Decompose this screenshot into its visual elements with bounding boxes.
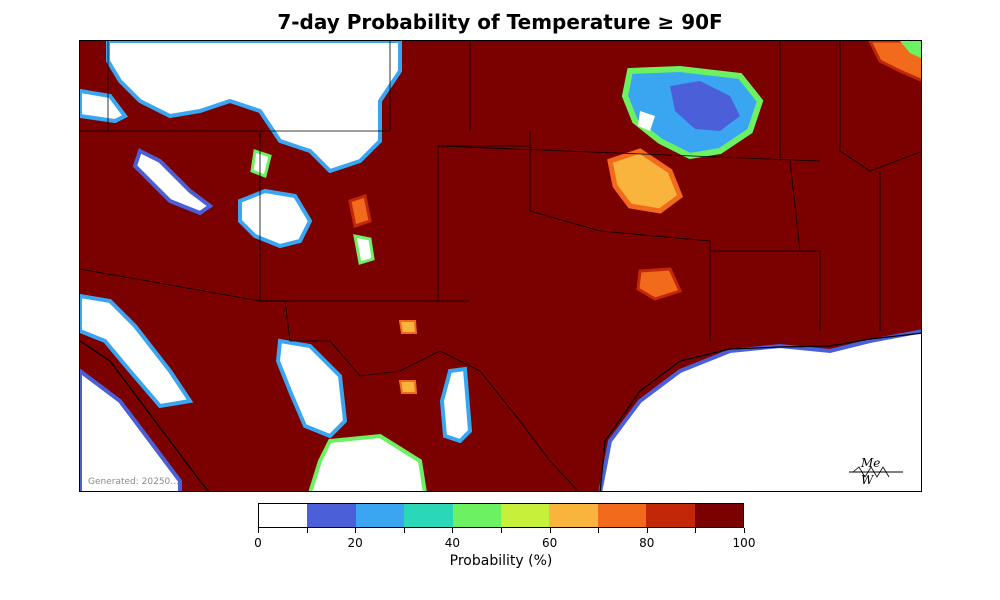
colorbar-segment-0 bbox=[259, 504, 308, 527]
generated-label: Generated: 20250… bbox=[88, 477, 180, 487]
colorbar-tick bbox=[452, 528, 454, 533]
colorbar-segment-8 bbox=[646, 504, 695, 527]
colorbar-tick bbox=[646, 528, 648, 533]
colorbar-ticks: 0 20 40 60 80 100 bbox=[254, 528, 755, 550]
mesowest-logo-icon: Me W bbox=[847, 453, 907, 487]
colorbar-segment-3 bbox=[404, 504, 453, 527]
colorbar-tick bbox=[695, 528, 697, 533]
colorbar-segment-2 bbox=[355, 504, 405, 527]
probability-colorbar bbox=[258, 503, 744, 528]
low-probability-areas bbox=[80, 41, 921, 491]
colorbar-tick bbox=[355, 528, 357, 533]
colorbar-tick bbox=[501, 528, 502, 533]
political-borders bbox=[80, 41, 921, 491]
colorbar-tick-label: 0 bbox=[254, 536, 262, 550]
colorbar-tick bbox=[306, 528, 308, 533]
colorbar-tick bbox=[258, 528, 259, 533]
probability-map[interactable]: Generated: 20250… Me W bbox=[79, 40, 922, 492]
svg-text:W: W bbox=[861, 473, 875, 487]
white-area-northwest bbox=[106, 41, 402, 174]
colorbar-segment-9 bbox=[694, 504, 744, 527]
colorbar-segment-5 bbox=[501, 504, 550, 527]
page-title: 7-day Probability of Temperature ≥ 90F bbox=[277, 10, 723, 34]
colorbar-segment-1 bbox=[307, 504, 356, 527]
colorbar-tick bbox=[549, 528, 551, 533]
svg-text:Me: Me bbox=[860, 456, 880, 470]
colorbar-tick-label: 20 bbox=[347, 536, 363, 550]
map-svg bbox=[80, 41, 921, 491]
colorbar-segment-6 bbox=[549, 504, 598, 527]
colorbar-segment-4 bbox=[452, 504, 502, 527]
colorbar-tick-label: 80 bbox=[639, 536, 655, 550]
colorbar-tick-label: 40 bbox=[444, 536, 461, 550]
colorbar-tick bbox=[598, 528, 600, 533]
colorbar-tick-label: 60 bbox=[541, 536, 558, 550]
colorbar-tick bbox=[403, 528, 405, 533]
coastlines bbox=[80, 332, 921, 491]
colorbar-tick bbox=[744, 528, 745, 533]
colorbar-segment-7 bbox=[597, 504, 647, 527]
colorbar-tick-label: 100 bbox=[732, 536, 756, 550]
colorbar-label: Probability (%) bbox=[449, 553, 553, 569]
